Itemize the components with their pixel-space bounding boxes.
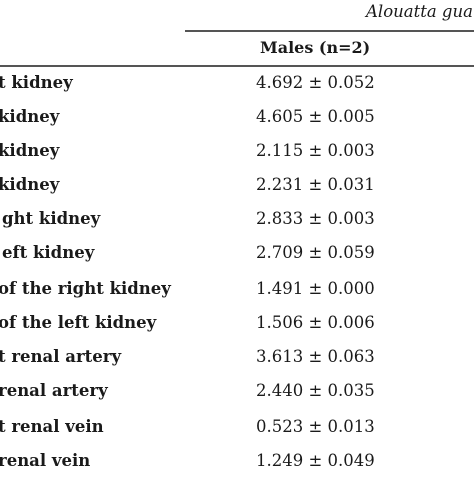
table-row: renal artery 2.440 ± 0.035 xyxy=(0,381,474,415)
table-row: kidney 2.231 ± 0.031 xyxy=(0,175,474,209)
row-label: of the right kidney xyxy=(0,279,171,298)
header-top-rule xyxy=(185,30,474,32)
row-label: kidney xyxy=(0,175,60,194)
row-label: kidney xyxy=(0,141,60,160)
table-row: renal vein 1.249 ± 0.049 xyxy=(0,451,474,485)
table-row: kidney 2.115 ± 0.003 xyxy=(0,141,474,175)
row-label: eft kidney xyxy=(2,243,95,262)
row-label: ght kidney xyxy=(2,209,101,228)
table-row: of the left kidney 1.506 ± 0.006 xyxy=(0,313,474,347)
row-value: 2.231 ± 0.031 xyxy=(256,175,375,194)
row-label: of the left kidney xyxy=(0,313,157,332)
table-row: of the right kidney 1.491 ± 0.000 xyxy=(0,279,474,313)
table-row: t renal artery 3.613 ± 0.063 xyxy=(0,347,474,381)
table-row: kidney 4.605 ± 0.005 xyxy=(0,107,474,141)
header-bottom-rule xyxy=(0,65,474,67)
row-value: 1.491 ± 0.000 xyxy=(256,279,375,298)
table-row: t renal vein 0.523 ± 0.013 xyxy=(0,417,474,451)
row-label: kidney xyxy=(0,107,60,126)
table-row: eft kidney 2.709 ± 0.059 xyxy=(0,243,474,277)
table-row: ght kidney 2.833 ± 0.003 xyxy=(0,209,474,243)
row-value: 1.506 ± 0.006 xyxy=(256,313,375,332)
row-value: 3.613 ± 0.063 xyxy=(256,347,375,366)
row-label: t renal vein xyxy=(0,417,104,436)
row-value: 2.440 ± 0.035 xyxy=(256,381,375,400)
row-value: 2.833 ± 0.003 xyxy=(256,209,375,228)
row-value: 0.523 ± 0.013 xyxy=(256,417,375,436)
row-label: t kidney xyxy=(0,73,73,92)
table-row: t kidney 4.692 ± 0.052 xyxy=(0,73,474,107)
row-label: renal artery xyxy=(0,381,108,400)
row-value: 4.692 ± 0.052 xyxy=(256,73,375,92)
row-label: t renal artery xyxy=(0,347,122,366)
column-header-males: Males (n=2) xyxy=(260,38,371,57)
row-value: 1.249 ± 0.049 xyxy=(256,451,375,470)
species-header: Alouatta gua xyxy=(366,2,473,21)
row-value: 2.115 ± 0.003 xyxy=(256,141,375,160)
row-value: 4.605 ± 0.005 xyxy=(256,107,375,126)
row-value: 2.709 ± 0.059 xyxy=(256,243,375,262)
row-label: renal vein xyxy=(0,451,91,470)
